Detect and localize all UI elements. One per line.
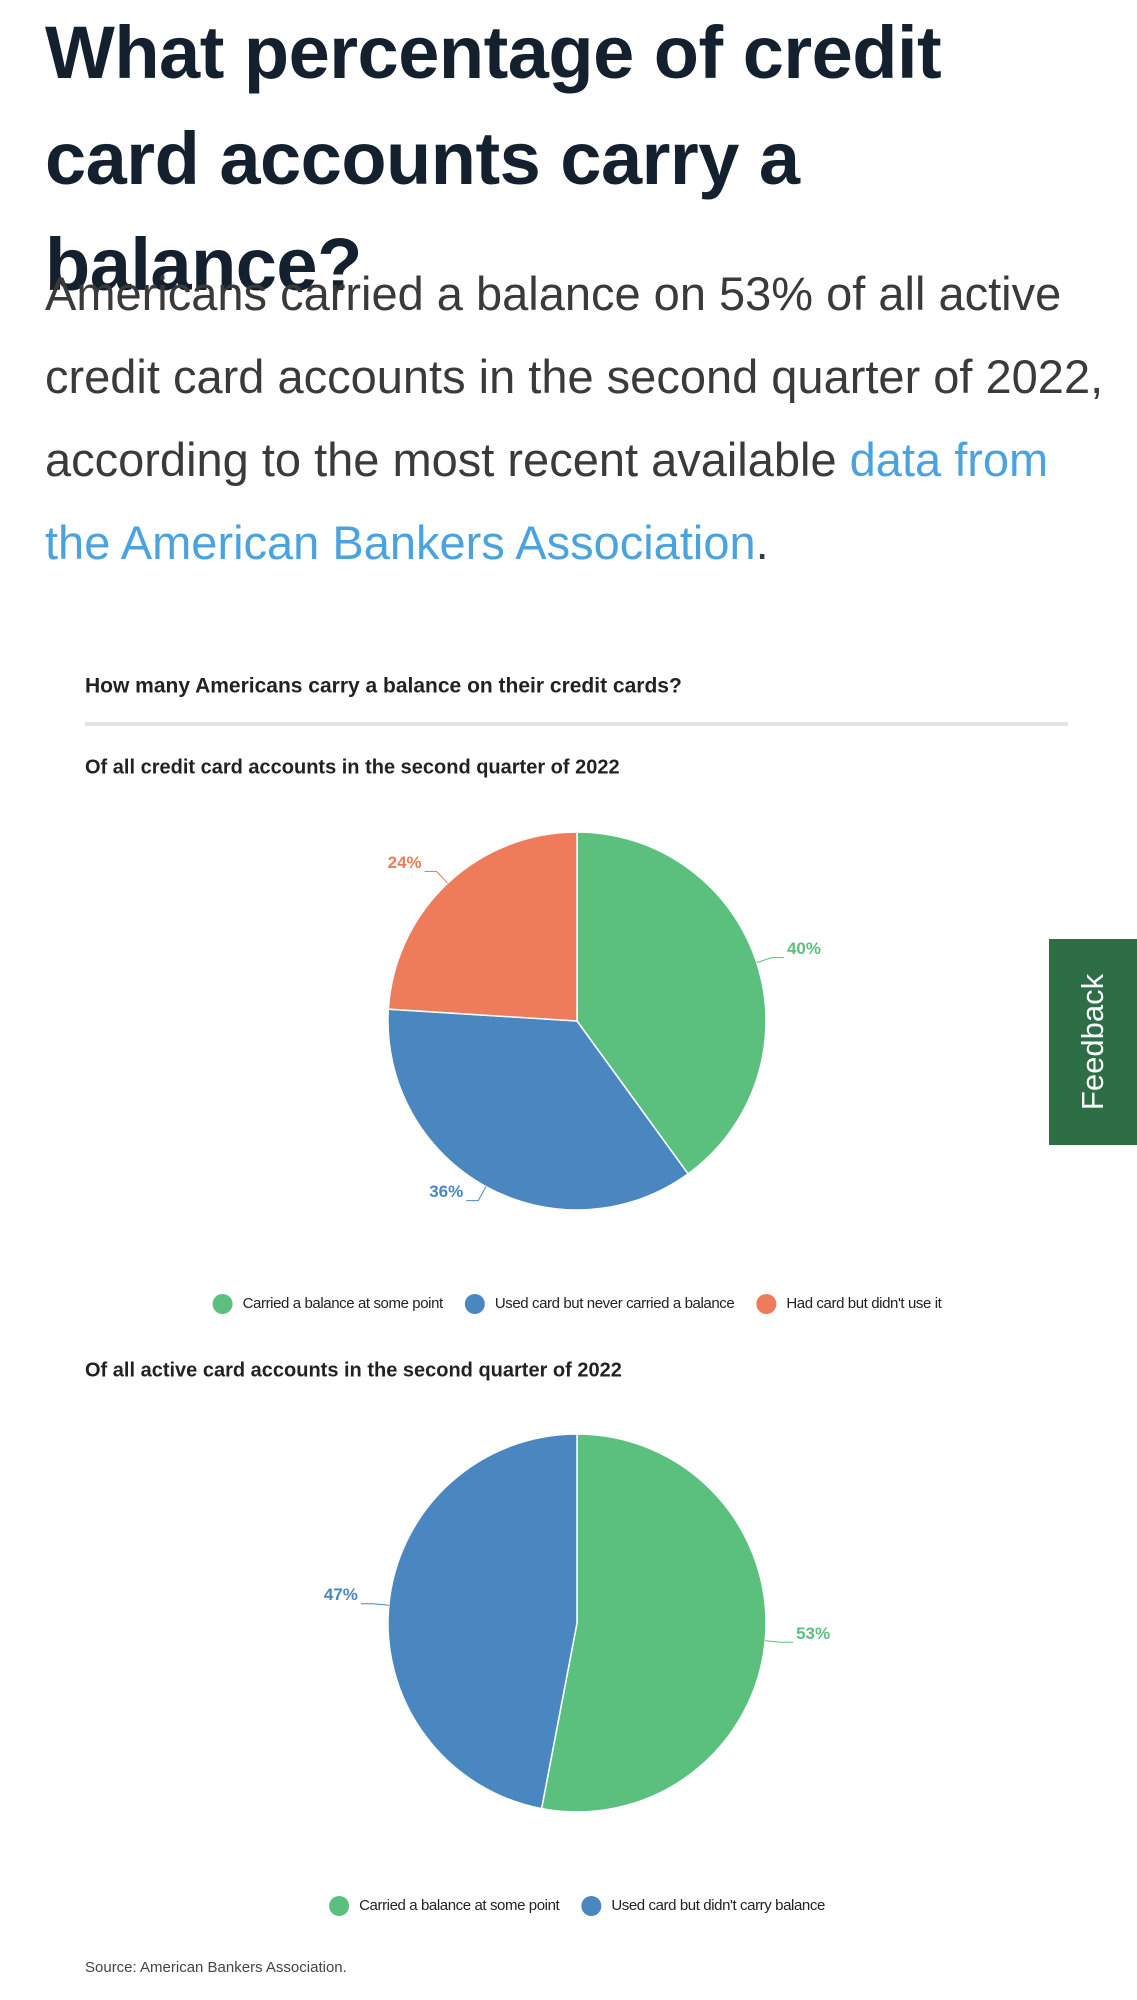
- source-note: Source: American Bankers Association.: [85, 1959, 347, 1976]
- leader-line: [360, 1603, 389, 1606]
- legend-marker: [756, 1294, 777, 1314]
- legend-marker: [464, 1294, 485, 1314]
- source-link[interactable]: data from the American Bankers Associati…: [45, 433, 1049, 569]
- paragraph-text: .: [755, 516, 769, 569]
- legend-marker: [329, 1896, 350, 1916]
- legend-label: Carried a balance at some point: [243, 1295, 444, 1312]
- figure-title: How many Americans carry a balance on th…: [85, 675, 682, 698]
- legend-marker: [581, 1896, 602, 1916]
- legend-marker: [212, 1294, 233, 1314]
- legend-label: Used card but didn't carry balance: [611, 1897, 825, 1914]
- pie-slice: [540, 1433, 767, 1813]
- article-title: What percentage of credit card accounts …: [45, 11, 942, 306]
- leader-line: [424, 871, 448, 884]
- leader-line: [466, 1186, 487, 1202]
- article-paragraph: Americans carried a balance on 53% of al…: [45, 252, 1125, 584]
- pie-slice: [387, 1433, 578, 1810]
- chart-subtitle: Of all active card accounts in the secon…: [85, 1359, 622, 1381]
- paragraph-text: Americans carried a balance on 53% of al…: [45, 267, 1104, 486]
- pie-slice: [387, 1008, 690, 1211]
- legend-label: Carried a balance at some point: [359, 1897, 560, 1914]
- data-label: 24%: [388, 853, 422, 872]
- feedback-label: Feedback: [1075, 973, 1110, 1111]
- pie-slice: [387, 831, 578, 1022]
- data-label: 53%: [796, 1624, 830, 1643]
- feedback-tab[interactable]: Feedback: [1049, 939, 1137, 1145]
- data-label: 40%: [787, 939, 821, 958]
- chart-subtitle: Of all credit card accounts in the secon…: [85, 756, 620, 778]
- leader-line: [756, 957, 784, 964]
- legend-label: Used card but never carried a balance: [495, 1295, 735, 1312]
- data-label: 36%: [429, 1182, 463, 1201]
- legend-label: Had card but didn't use it: [786, 1295, 942, 1312]
- pie-slice: [576, 831, 767, 1175]
- leader-line: [765, 1640, 794, 1643]
- data-label: 47%: [324, 1585, 358, 1604]
